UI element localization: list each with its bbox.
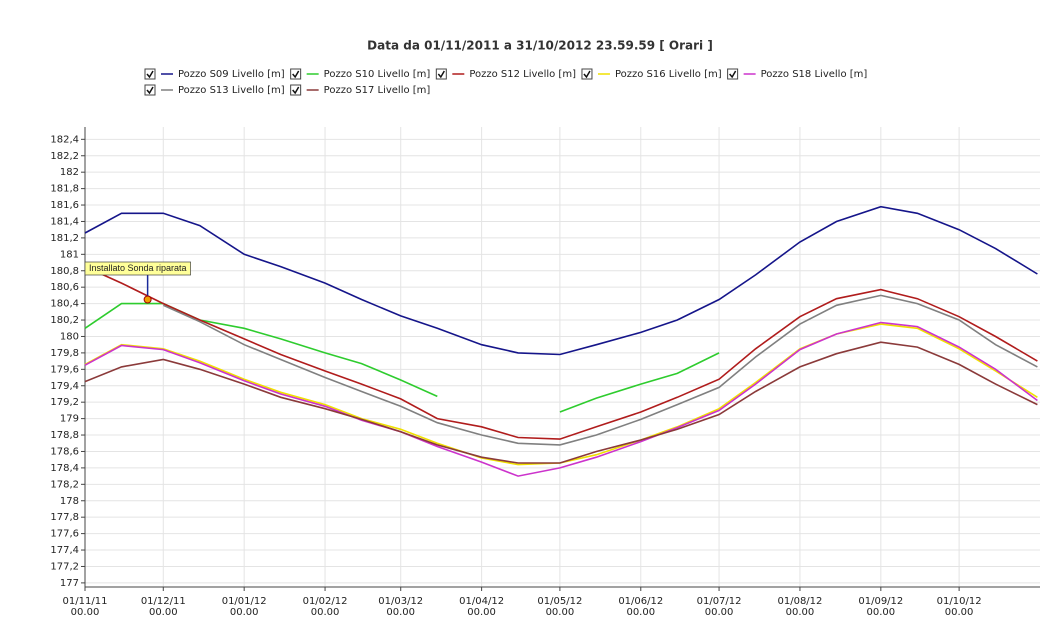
y-tick-label: 180 [60,331,79,342]
y-tick-label: 181,4 [50,216,79,227]
y-tick-label: 177,6 [50,529,79,540]
y-tick-label: 182,2 [50,151,79,162]
x-tick-label: 01/06/12 00.00 [618,596,663,618]
y-tick-label: 179,2 [50,397,79,408]
x-tick-label: 01/04/12 00.00 [459,596,504,618]
x-tick-label: 01/12/11 00.00 [141,596,186,618]
y-tick-label: 180,4 [50,299,79,310]
legend-checkbox [290,84,302,96]
legend-checkbox [144,68,156,80]
x-tick-label: 01/07/12 00.00 [697,596,742,618]
x-tick-label: 01/01/12 00.00 [222,596,267,618]
y-tick-label: 182 [60,167,79,178]
legend-check [729,70,737,79]
series-line [84,265,1038,440]
y-tick-label: 181,2 [50,233,79,244]
y-tick-label: 179,8 [50,348,79,359]
series-line [84,323,1038,466]
x-tick-label: 01/03/12 00.00 [378,596,423,618]
legend-label: Pozzo S17 Livello [m] [324,85,431,96]
legend-check [146,70,154,79]
y-tick-label: 177,8 [50,512,79,523]
y-tick-label: 182,4 [50,134,79,145]
series-line [162,294,1038,446]
legend-label: Pozzo S09 Livello [m] [178,69,285,80]
y-tick-label: 177,2 [50,561,79,572]
annotation-box [84,261,191,276]
y-tick-label: 180,8 [50,266,79,277]
annotation-point [143,295,152,304]
x-tick-label: 01/02/12 00.00 [303,596,348,618]
series-line [84,321,1038,477]
legend-check [583,70,591,79]
y-tick-label: 181,8 [50,184,79,195]
y-tick-label: 178,6 [50,446,79,457]
legend-label: Pozzo S18 Livello [m] [761,69,868,80]
y-tick-label: 177 [60,578,79,589]
y-tick-label: 178,8 [50,430,79,441]
y-tick-label: 179,4 [50,381,79,392]
y-tick-label: 180,6 [50,282,79,293]
legend-check [292,86,300,95]
x-tick-label: 01/09/12 00.00 [858,596,903,618]
legend-checkbox [290,68,302,80]
series-line [84,205,1038,356]
legend-check [146,86,154,95]
legend-label: Pozzo S13 Livello [m] [178,85,285,96]
legend-check [437,70,445,79]
legend-label: Pozzo S16 Livello [m] [615,69,722,80]
x-tick-label: 01/10/12 00.00 [937,596,982,618]
legend-label: Pozzo S10 Livello [m] [324,69,431,80]
y-tick-label: 178 [60,496,79,507]
y-tick-label: 181 [60,249,79,260]
y-tick-label: 181,6 [50,200,79,211]
y-tick-label: 179 [60,414,79,425]
y-tick-label: 177,4 [50,545,79,556]
x-tick-label: 01/11/11 00.00 [63,596,108,618]
legend-label: Pozzo S12 Livello [m] [469,69,576,80]
series-line [84,302,438,398]
y-tick-label: 178,2 [50,479,79,490]
y-tick-label: 180,2 [50,315,79,326]
legend-checkbox [727,68,739,80]
series-line [84,341,1038,464]
legend-checkbox [435,68,447,80]
x-tick-label: 01/05/12 00.00 [537,596,582,618]
legend-checkbox [581,68,593,80]
y-tick-label: 179,6 [50,364,79,375]
x-tick-label: 01/08/12 00.00 [777,596,822,618]
legend-check [292,70,300,79]
chart-title: Data da 01/11/2011 a 31/10/2012 23.59.59… [367,39,713,53]
annotation-text: Installato Sonda riparata [89,263,187,273]
series-line [559,352,720,413]
legend-checkbox [144,84,156,96]
y-tick-label: 178,4 [50,463,79,474]
